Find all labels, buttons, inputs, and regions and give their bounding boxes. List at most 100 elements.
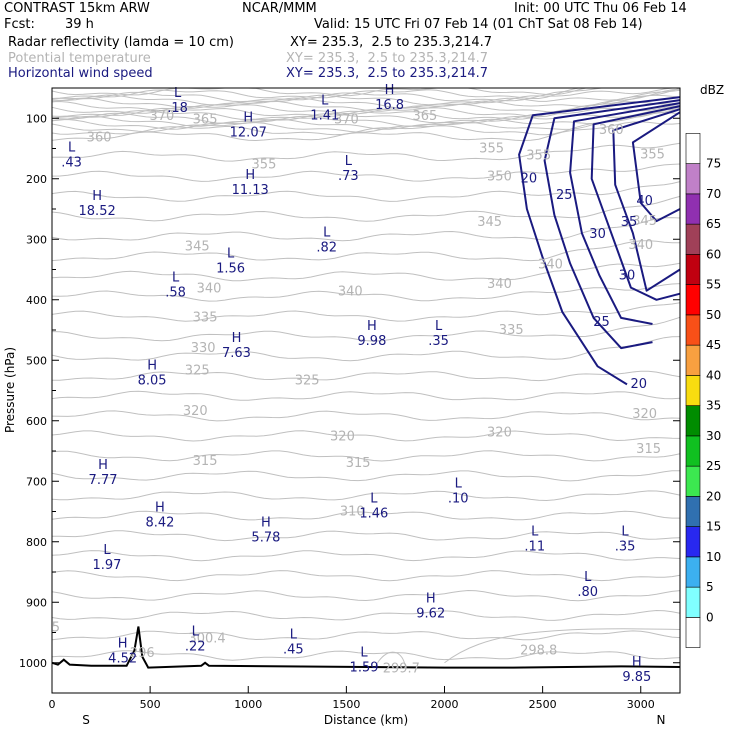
y-tick-label: 800 (26, 536, 47, 549)
theta-contour (51, 87, 680, 99)
theta-contour (51, 142, 681, 162)
theta-contour (52, 530, 681, 542)
wind-min-marker: L (323, 225, 331, 240)
theta-contour (51, 87, 680, 106)
field-xy-reflectivity: XY= 235.3, 2.5 to 235.3,214.7 (290, 35, 493, 50)
wind-extremum-value: .10 (448, 491, 469, 506)
wind-extremum-value: .18 (167, 101, 188, 116)
theta-label: 335 (193, 311, 218, 326)
fcst-label: Fcst: (4, 17, 35, 32)
theta-label: 340 (538, 257, 563, 272)
theta-contour (52, 370, 681, 382)
wind-extremum-value: 5.78 (251, 531, 280, 546)
theta-contour (51, 163, 681, 182)
wind-extremum-value: 1.97 (92, 558, 121, 573)
y-tick-label: 600 (26, 415, 47, 428)
theta-contour (51, 181, 681, 202)
theta-contour (51, 510, 680, 521)
wind-extremum-value: 16.8 (375, 98, 404, 113)
theta-contour (51, 217, 681, 242)
field-xy-theta: XY= 235.3, 2.5 to 235.3,214.7 (286, 51, 489, 66)
org-label: NCAR/MMM (242, 1, 317, 16)
colorbar-swatch (685, 344, 701, 376)
wind-speed-label: 35 (621, 215, 638, 230)
wind-max-marker: H (98, 458, 108, 473)
model-title: CONTRAST 15km ARW (4, 1, 150, 16)
theta-contour (51, 336, 681, 362)
colorbar-tick-label: 75 (706, 157, 721, 171)
theta-contour (51, 101, 681, 121)
theta-label: 355 (526, 149, 551, 164)
wind-max-marker: H (92, 189, 102, 204)
colorbar-unit: dBZ (700, 83, 724, 97)
theta-label: 298.8 (520, 643, 557, 658)
wind-min-marker: L (345, 154, 353, 169)
wind-extremum-value: 1.46 (359, 506, 388, 521)
wind-extremum-value: .82 (316, 240, 337, 255)
theta-contour (51, 410, 681, 422)
theta-label: 355 (252, 158, 277, 173)
wind-extremum-value: 9.98 (357, 334, 386, 349)
theta-label: 345 (477, 215, 502, 230)
y-tick-label: 700 (26, 475, 47, 488)
colorbar-tick-label: 20 (706, 489, 721, 503)
theta-label: 365 (193, 112, 218, 127)
colorbar-swatch (685, 465, 701, 497)
theta-contour (51, 570, 681, 582)
theta-label: 340 (628, 238, 653, 253)
wind-min-marker: L (455, 476, 463, 491)
y-tick-label: 200 (26, 173, 47, 186)
wind-speed-label: 20 (631, 377, 648, 392)
theta-label: 335 (499, 323, 524, 338)
theta-contour (51, 94, 681, 118)
wind-extremum-value: 1.56 (216, 261, 245, 276)
theta-label: 345 (632, 214, 657, 229)
wind-max-marker: H (147, 358, 157, 373)
colorbar-tick-label: 5 (706, 580, 714, 594)
theta-label: 360 (87, 130, 112, 145)
wind-min-marker: L (360, 646, 368, 661)
theta-contour (51, 630, 681, 641)
wind-extremum-value: .80 (577, 585, 598, 600)
colorbar-tick-label: 25 (706, 459, 721, 473)
theta-contour (51, 107, 681, 130)
colorbar-tick-label: 50 (706, 308, 721, 322)
colorbar: dBZ 0 5 10 15 20 25 30 35 40 45 50 55 60 65 70 75 (685, 83, 724, 648)
theta-label: 350 (487, 170, 512, 185)
wind-extremum-value: 9.85 (622, 670, 651, 685)
wind-max-marker: H (232, 331, 242, 346)
wind-min-marker: L (531, 525, 539, 540)
south-label: S (82, 713, 90, 727)
theta-label: 315 (636, 442, 661, 457)
colorbar-swatch (685, 314, 701, 346)
wind-min-marker: L (290, 628, 298, 643)
theta-contour (51, 589, 681, 602)
field-name-wind: Horizontal wind speed (8, 66, 153, 81)
wind-min-marker: L (174, 86, 182, 101)
plot-frame (51, 87, 681, 694)
colorbar-tick-label: 40 (706, 368, 721, 382)
wind-extremum-value: 4.52 (108, 652, 137, 667)
colorbar-swatch (685, 284, 701, 316)
wind-speed-label: 40 (636, 194, 653, 209)
colorbar-swatch (685, 586, 701, 618)
axes: 0 500 1000 1500 2000 2500 3000 100 200 300 400 500 6… (19, 112, 680, 711)
wind-max-marker: H (385, 83, 395, 98)
theta-contour (444, 628, 681, 664)
theta-label: 325 (185, 363, 210, 378)
wind-min-marker: L (370, 491, 378, 506)
theta-contour (51, 390, 681, 401)
theta-contour (51, 195, 681, 222)
theta-label: 365 (412, 109, 437, 124)
y-axis-label: Pressure (hPa) (3, 347, 17, 433)
wind-speed-label: 25 (556, 188, 573, 203)
colorbar-swatch (685, 556, 701, 588)
theta-label: 340 (197, 282, 222, 297)
wind-contour (518, 96, 681, 386)
wind-extremum-value: 9.62 (416, 606, 445, 621)
theta-contour (51, 650, 681, 661)
theta-contour (51, 490, 681, 502)
x-tick-label: 3000 (627, 698, 655, 711)
